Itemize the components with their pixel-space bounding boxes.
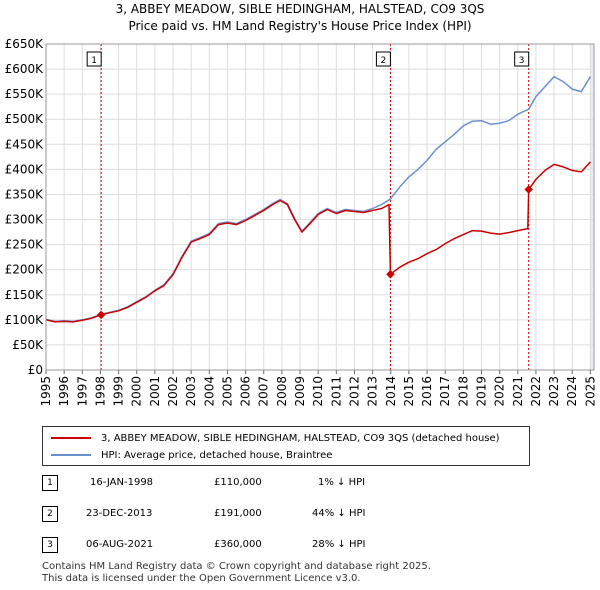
chart-title: 3, ABBEY MEADOW, SIBLE HEDINGHAM, HALSTE… <box>116 2 485 16</box>
x-tick-label: 2005 <box>220 376 234 407</box>
x-tick-label: 2004 <box>202 376 216 407</box>
x-tick-label: 2000 <box>130 376 144 407</box>
x-tick-label: 2014 <box>384 376 398 407</box>
y-tick-label: £350K <box>5 187 45 201</box>
y-tick-label: £500K <box>5 112 45 126</box>
sale-point <box>96 310 106 320</box>
sale-badge-box <box>514 51 530 67</box>
sale-badge: 2 <box>375 51 391 67</box>
x-tick-label: 2016 <box>420 376 434 407</box>
x-tick-label: 2018 <box>456 376 470 407</box>
y-tick-label: £600K <box>5 62 45 76</box>
y-tick-label: £450K <box>5 137 45 151</box>
x-tick-label: 2012 <box>347 376 361 407</box>
chart-subtitle: Price paid vs. HM Land Registry's House … <box>128 19 471 33</box>
transaction-hpi: 1% ↓ HPI <box>318 477 366 488</box>
transaction-price: £110,000 <box>214 477 262 488</box>
x-tick-label: 2001 <box>148 376 162 407</box>
grid <box>45 43 594 371</box>
sale-badge: 1 <box>86 51 102 67</box>
y-tick-label: £650K <box>5 37 45 51</box>
series-lines <box>45 75 592 323</box>
y-tick-label: £100K <box>5 313 45 327</box>
x-tick-label: 1996 <box>57 376 71 407</box>
x-tick-label: 2010 <box>311 376 325 407</box>
transaction-date: 06-AUG-2021 <box>86 539 154 550</box>
x-tick-label: 2003 <box>184 376 198 407</box>
x-tick-label: 2019 <box>474 376 488 407</box>
y-tick-label: £400K <box>5 162 45 176</box>
y-tick-label: £150K <box>5 288 45 302</box>
y-tick-label: £50K <box>12 338 44 352</box>
footer-licence: This data is licensed under the Open Gov… <box>42 573 361 584</box>
transaction-date: 23-DEC-2013 <box>86 508 153 519</box>
x-tick-label: 1997 <box>75 376 89 407</box>
x-tick-label: 2023 <box>547 376 561 407</box>
legend-swatch-property <box>51 437 91 439</box>
sale-badge-label: 1 <box>91 56 97 66</box>
x-tick-label: 2020 <box>493 376 507 407</box>
x-tick-label: 2013 <box>366 376 380 407</box>
plot-frame <box>45 43 595 371</box>
transaction-hpi: 28% ↓ HPI <box>312 539 366 550</box>
legend-swatch-hpi <box>51 454 91 456</box>
legend-label-hpi: HPI: Average price, detached house, Brai… <box>101 449 333 461</box>
sale-badge-box <box>375 51 391 67</box>
legend-item-property: 3, ABBEY MEADOW, SIBLE HEDINGHAM, HALSTE… <box>51 431 500 445</box>
y-tick-label: £0 <box>28 363 43 377</box>
legend: 3, ABBEY MEADOW, SIBLE HEDINGHAM, HALSTE… <box>42 426 530 466</box>
legend-label-property: 3, ABBEY MEADOW, SIBLE HEDINGHAM, HALSTE… <box>101 432 500 444</box>
transaction-badge: 2 <box>42 506 58 522</box>
x-tick-label: 1995 <box>39 376 53 407</box>
x-tick-label: 2007 <box>257 376 271 407</box>
sale-badge-box <box>86 51 102 67</box>
sale-badges: 1 2 3 <box>86 51 530 67</box>
transaction-price: £360,000 <box>214 539 262 550</box>
sale-markers-lines <box>100 44 530 370</box>
x-tick-label: 2022 <box>529 376 543 407</box>
y-tick-label: £550K <box>5 87 45 101</box>
x-tick-label: 2015 <box>402 376 416 407</box>
x-tick-label: 2009 <box>293 376 307 407</box>
x-tick-label: 2011 <box>329 376 343 407</box>
x-axis: 1995 1996 1997 1998 1999 2000 2001 2002 2003 2004… <box>39 370 597 407</box>
x-tick-label: 2002 <box>166 376 180 407</box>
sale-point <box>386 269 395 279</box>
footer-copyright: Contains HM Land Registry data © Crown c… <box>42 561 431 572</box>
series-line-property <box>45 161 591 323</box>
transaction-badge: 1 <box>42 475 58 491</box>
x-tick-label: 2008 <box>275 376 289 407</box>
y-axis: £0 £50K £100K £150K £200K £250K £300K £350K £400… <box>5 37 45 377</box>
x-tick-label: 2024 <box>565 376 579 407</box>
x-tick-label: 2021 <box>511 376 525 407</box>
future-band <box>590 44 594 370</box>
legend-item-hpi: HPI: Average price, detached house, Brai… <box>51 448 332 462</box>
sale-badge-label: 3 <box>519 56 525 66</box>
y-tick-label: £250K <box>5 238 45 252</box>
sale-points <box>96 185 533 320</box>
transaction-date: 16-JAN-1998 <box>90 477 154 488</box>
sale-badge: 3 <box>514 51 530 67</box>
x-tick-label: 1998 <box>93 376 107 407</box>
y-tick-label: £200K <box>5 263 45 277</box>
sale-badge-label: 2 <box>381 56 387 66</box>
transaction-hpi: 44% ↓ HPI <box>312 508 366 519</box>
transaction-badge: 3 <box>42 537 58 553</box>
x-tick-label: 1999 <box>112 376 126 407</box>
transaction-price: £191,000 <box>214 508 262 519</box>
x-tick-label: 2006 <box>239 376 253 407</box>
price-chart: 3, ABBEY MEADOW, SIBLE HEDINGHAM, HALSTE… <box>5 2 598 407</box>
projection-band <box>590 44 594 370</box>
y-tick-label: £300K <box>5 213 45 227</box>
x-tick-label: 2017 <box>438 376 452 407</box>
x-tick-label: 2025 <box>583 376 597 407</box>
